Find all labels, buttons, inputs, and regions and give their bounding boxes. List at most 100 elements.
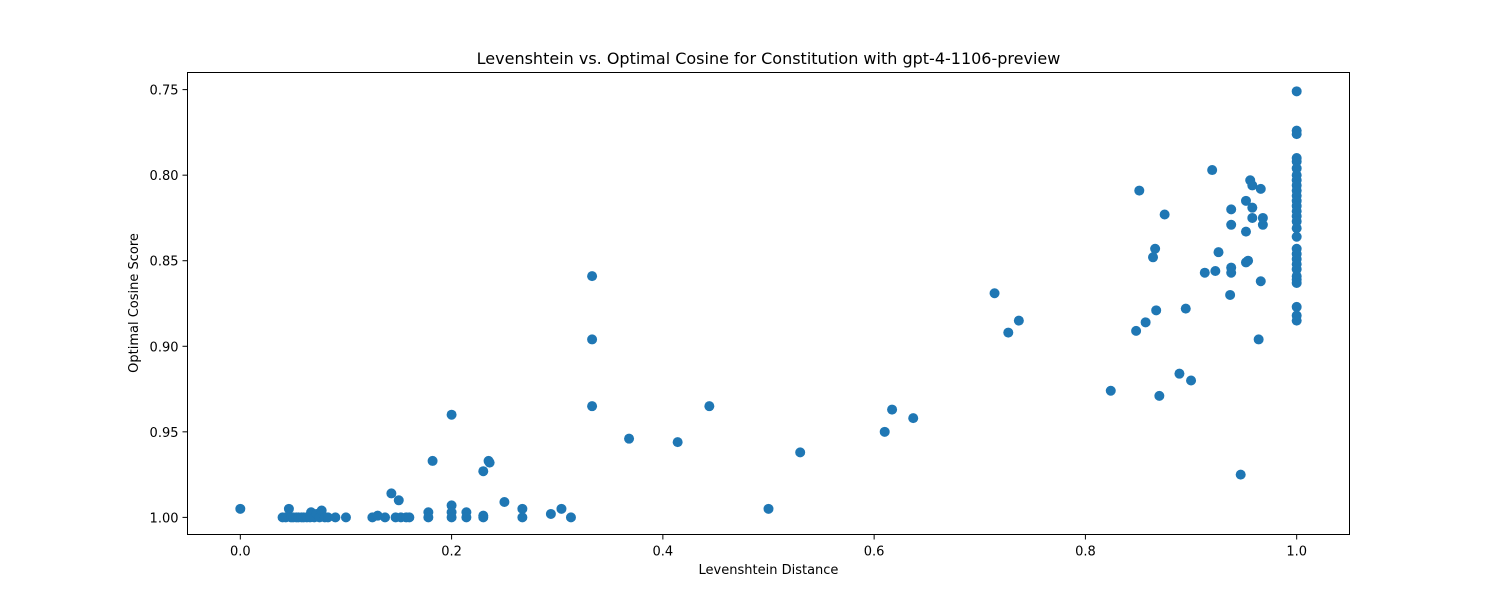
- y-tick-label: 1.00: [150, 511, 179, 526]
- y-tick-label: 0.95: [150, 426, 179, 441]
- data-point: [624, 433, 635, 444]
- data-point: [517, 503, 528, 514]
- data-point: [478, 512, 489, 523]
- data-point: [1148, 252, 1159, 263]
- y-axis-ticks: 0.75 0.80 0.85 0.90 0.95 1.00: [150, 84, 188, 526]
- data-point: [587, 271, 598, 282]
- data-point: [587, 334, 598, 345]
- data-point: [1013, 315, 1024, 326]
- data-point: [1150, 243, 1161, 254]
- data-point: [393, 495, 404, 506]
- x-tick-label: 0.4: [653, 545, 674, 560]
- data-points: [235, 86, 1302, 523]
- x-axis-ticks: 0.0 0.2 0.4 0.6 0.8 1.0: [230, 534, 1307, 560]
- data-point: [1247, 180, 1258, 191]
- data-point: [1235, 469, 1246, 480]
- data-point: [1207, 165, 1218, 176]
- data-point: [1151, 305, 1162, 316]
- data-point: [1210, 265, 1221, 276]
- data-point: [461, 512, 472, 523]
- data-point: [446, 500, 457, 511]
- data-point: [879, 426, 890, 437]
- data-point: [1255, 183, 1266, 194]
- x-tick-label: 0.0: [230, 545, 251, 560]
- data-point: [235, 503, 246, 514]
- data-point: [1226, 219, 1237, 230]
- y-tick-label: 0.85: [150, 255, 179, 270]
- data-point: [1186, 375, 1197, 386]
- data-point: [1225, 289, 1236, 300]
- data-point: [672, 437, 683, 448]
- chart-title: Levenshtein vs. Optimal Cosine for Const…: [477, 49, 1061, 68]
- data-point: [1257, 212, 1268, 223]
- data-point: [1291, 301, 1302, 312]
- data-point: [1243, 255, 1254, 266]
- data-point: [1247, 212, 1258, 223]
- data-point: [283, 503, 294, 514]
- data-point: [1291, 129, 1302, 140]
- data-point: [499, 496, 510, 507]
- data-point: [556, 503, 567, 514]
- x-tick-label: 1.0: [1286, 545, 1307, 560]
- data-point: [908, 413, 919, 424]
- data-point: [1291, 216, 1302, 227]
- data-point: [340, 512, 351, 523]
- data-point: [404, 512, 415, 523]
- data-point: [1003, 327, 1014, 338]
- data-point: [1291, 264, 1302, 275]
- data-point: [1291, 223, 1302, 234]
- data-point: [1180, 303, 1191, 314]
- y-tick-label: 0.80: [150, 169, 179, 184]
- data-point: [795, 447, 806, 458]
- data-point: [1291, 156, 1302, 167]
- y-axis-label: Optimal Cosine Score: [127, 233, 142, 373]
- data-point: [1105, 385, 1116, 396]
- data-point: [1240, 195, 1251, 206]
- data-point: [1291, 86, 1302, 97]
- data-point: [763, 503, 774, 514]
- data-point: [565, 512, 576, 523]
- data-point: [1247, 202, 1258, 213]
- data-point: [704, 401, 715, 412]
- data-point: [1159, 209, 1170, 220]
- data-point: [386, 488, 397, 499]
- data-point: [446, 512, 457, 523]
- data-point: [887, 404, 898, 415]
- data-point: [446, 409, 457, 420]
- x-axis-label: Levenshtein Distance: [699, 563, 839, 578]
- data-point: [1213, 247, 1224, 258]
- data-point: [1226, 267, 1237, 278]
- data-point: [423, 512, 434, 523]
- x-tick-label: 0.6: [864, 545, 885, 560]
- data-point: [1199, 267, 1210, 278]
- data-point: [517, 512, 528, 523]
- plot-area-frame: [187, 72, 1350, 535]
- data-point: [1291, 163, 1302, 174]
- y-tick-label: 0.75: [150, 84, 179, 99]
- data-point: [1291, 231, 1302, 242]
- data-point: [989, 288, 1000, 299]
- data-point: [1240, 226, 1251, 237]
- data-point: [1154, 390, 1165, 401]
- data-point: [1174, 368, 1185, 379]
- data-point: [427, 455, 438, 466]
- data-point: [1257, 219, 1268, 230]
- data-point: [587, 401, 598, 412]
- data-point: [484, 457, 495, 468]
- data-point: [1140, 317, 1151, 328]
- data-point: [1291, 277, 1302, 288]
- data-point: [1226, 204, 1237, 215]
- x-tick-label: 0.2: [441, 545, 462, 560]
- data-point: [1255, 276, 1266, 287]
- data-point: [323, 512, 333, 523]
- data-point: [1134, 185, 1145, 196]
- data-point: [1131, 325, 1142, 336]
- data-point: [330, 512, 341, 523]
- data-point: [545, 508, 556, 519]
- data-point: [1253, 334, 1264, 345]
- data-point: [478, 466, 489, 477]
- data-point: [380, 512, 391, 523]
- y-tick-label: 0.90: [150, 340, 179, 355]
- data-point: [1291, 315, 1302, 326]
